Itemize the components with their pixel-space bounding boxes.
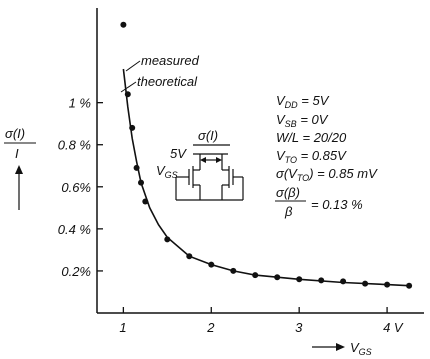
param-sigma-vto: σ(VTO) = 0.85 mV <box>276 166 378 183</box>
schematic-arrowhead-right-icon <box>216 157 222 163</box>
measured-point <box>230 267 237 274</box>
param-sigma-beta-denominator: β <box>284 204 293 219</box>
measured-points <box>120 21 413 289</box>
legend-theoretical-leader <box>120 81 137 93</box>
legend-measured-label: measured <box>141 53 200 68</box>
measured-point <box>124 91 131 98</box>
y-axis-label-numerator: σ(I) <box>5 126 25 141</box>
y-tick-label: 0.2% <box>61 264 91 279</box>
x-tick-label: 2 <box>206 320 215 335</box>
x-tick-label: 3 <box>295 320 303 335</box>
y-tick-label: 0.6% <box>61 180 91 195</box>
x-tick-label: 1 <box>119 320 126 335</box>
measured-point <box>252 272 259 279</box>
ticks <box>97 102 388 313</box>
param-vdd: VDD = 5V <box>276 93 330 110</box>
measured-point <box>340 278 347 285</box>
legend-measured-leader <box>125 60 141 72</box>
measured-point <box>138 179 144 186</box>
schematic-gate-label: VGS <box>156 163 178 180</box>
param-vto: VTO = 0.85V <box>276 148 347 165</box>
measured-point <box>208 261 215 268</box>
measured-point <box>129 124 136 131</box>
param-vsb: VSB = 0V <box>276 112 329 129</box>
x-axis-arrowhead-icon <box>336 343 345 351</box>
x-tick-label: 4 V <box>383 320 404 335</box>
measured-point <box>186 253 193 260</box>
legend-theoretical-label: theoretical <box>137 74 198 89</box>
y-axis-label-denominator: I <box>15 146 19 161</box>
measured-point <box>296 276 303 283</box>
tick-labels: 1 2 3 4 V 0.2% 0.4 % 0.6% 0.8 % 1 % <box>58 96 404 335</box>
schematic-current-label: σ(I) <box>198 128 218 143</box>
measured-point <box>164 236 171 243</box>
measured-point <box>406 282 413 289</box>
circuit-schematic: 5V σ(I) VGS <box>156 128 244 201</box>
measured-point <box>384 281 391 288</box>
measured-point <box>362 280 369 287</box>
schematic-arrowhead-left-icon <box>200 157 206 163</box>
param-wl: W/L = 20/20 <box>276 130 347 145</box>
schematic-supply-label: 5V <box>170 146 187 161</box>
param-sigma-beta-numerator: σ(β) <box>276 185 300 200</box>
y-tick-label: 0.4 % <box>58 222 91 237</box>
param-sigma-beta-value: = 0.13 % <box>311 197 363 212</box>
measured-point <box>142 198 149 205</box>
measured-point <box>133 164 140 171</box>
measured-point <box>274 274 281 281</box>
y-tick-label: 0.8 % <box>58 138 91 153</box>
y-tick-label: 1 % <box>69 96 91 111</box>
measured-point <box>318 277 325 284</box>
parameter-block: VDD = 5V VSB = 0V W/L = 20/20 VTO = 0.85… <box>275 93 378 219</box>
measured-point <box>120 21 127 28</box>
x-axis-label: VGS <box>350 340 372 357</box>
y-axis-arrowhead-icon <box>15 165 23 174</box>
